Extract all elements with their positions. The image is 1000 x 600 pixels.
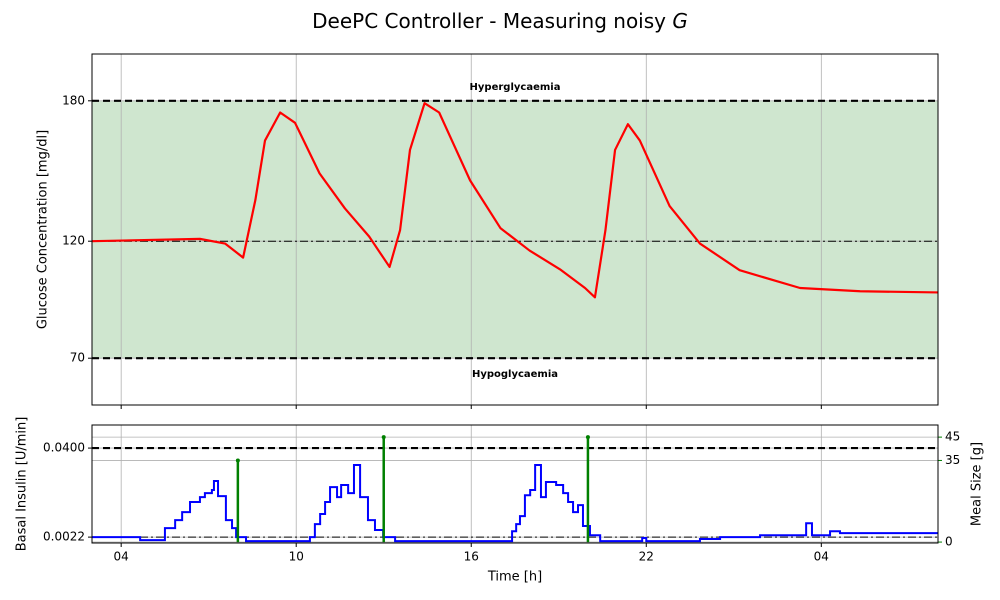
x-tick-label: 04 — [814, 550, 829, 564]
y-tick-label: 120 — [62, 234, 85, 248]
target-band — [92, 100, 938, 359]
chart-title: DeePC Controller - Measuring noisy G — [312, 9, 688, 33]
y2-tick-label: 45 — [945, 430, 960, 444]
x-axis-label: Time [h] — [487, 570, 542, 585]
y2-tick-label: 0 — [945, 535, 953, 549]
y-tick-label: 70 — [70, 351, 85, 365]
y2-axis-label: Meal Size [g] — [970, 442, 985, 526]
axes-frame — [91, 424, 939, 544]
y-tick-label: 0.0400 — [43, 441, 85, 455]
y-tick-label: 180 — [62, 93, 85, 107]
meal-marker — [585, 435, 590, 440]
meal-marker — [235, 458, 240, 463]
y-tick-label: 0.0022 — [43, 530, 85, 544]
annotation: Hypoglycaemia — [472, 369, 558, 380]
x-tick-label: 22 — [639, 550, 654, 564]
x-tick-label: 10 — [289, 550, 304, 564]
annotation: Hyperglycaemia — [470, 82, 561, 93]
axes-frame — [91, 53, 939, 406]
y-axis-label: Basal Insulin [U/min] — [15, 417, 30, 552]
x-tick-label: 04 — [114, 550, 129, 564]
meal-marker — [381, 435, 386, 440]
y-axis-label: Glucose Concentration [mg/dl] — [36, 130, 51, 329]
x-tick-label: 16 — [464, 550, 479, 564]
y2-tick-label: 35 — [945, 453, 960, 467]
glucose-line — [91, 102, 939, 299]
